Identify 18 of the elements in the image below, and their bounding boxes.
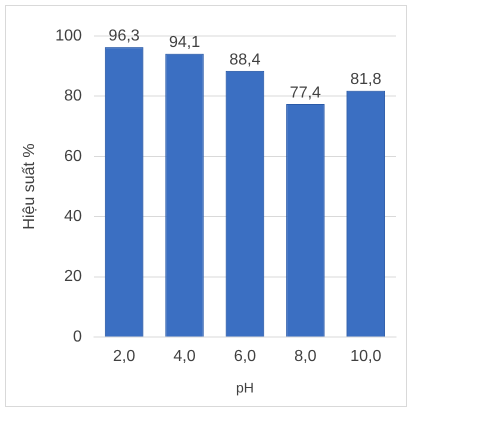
- x-tick-label: 4,0: [173, 348, 196, 366]
- data-label: 96,3: [108, 28, 140, 45]
- y-axis-title: Hiệu suất %: [21, 143, 38, 230]
- x-axis-title: pH: [236, 379, 254, 396]
- y-tick-label: 100: [55, 27, 82, 44]
- x-tick-label: 8,0: [294, 348, 317, 366]
- data-label: 77,4: [290, 84, 322, 102]
- x-tick-label: 10,0: [350, 348, 382, 366]
- data-label: 81,8: [350, 71, 382, 88]
- y-tick-label: 40: [64, 208, 82, 226]
- data-label: 88,4: [229, 51, 261, 68]
- y-tick-label: 80: [64, 88, 82, 105]
- y-tick-label: 20: [64, 268, 82, 286]
- y-tick-label: 60: [64, 148, 82, 165]
- y-tick-label: 0: [72, 328, 82, 346]
- data-label: 94,1: [168, 34, 200, 52]
- x-tick-label: 6,0: [234, 348, 256, 366]
- x-tick-label: 2,0: [112, 348, 136, 366]
